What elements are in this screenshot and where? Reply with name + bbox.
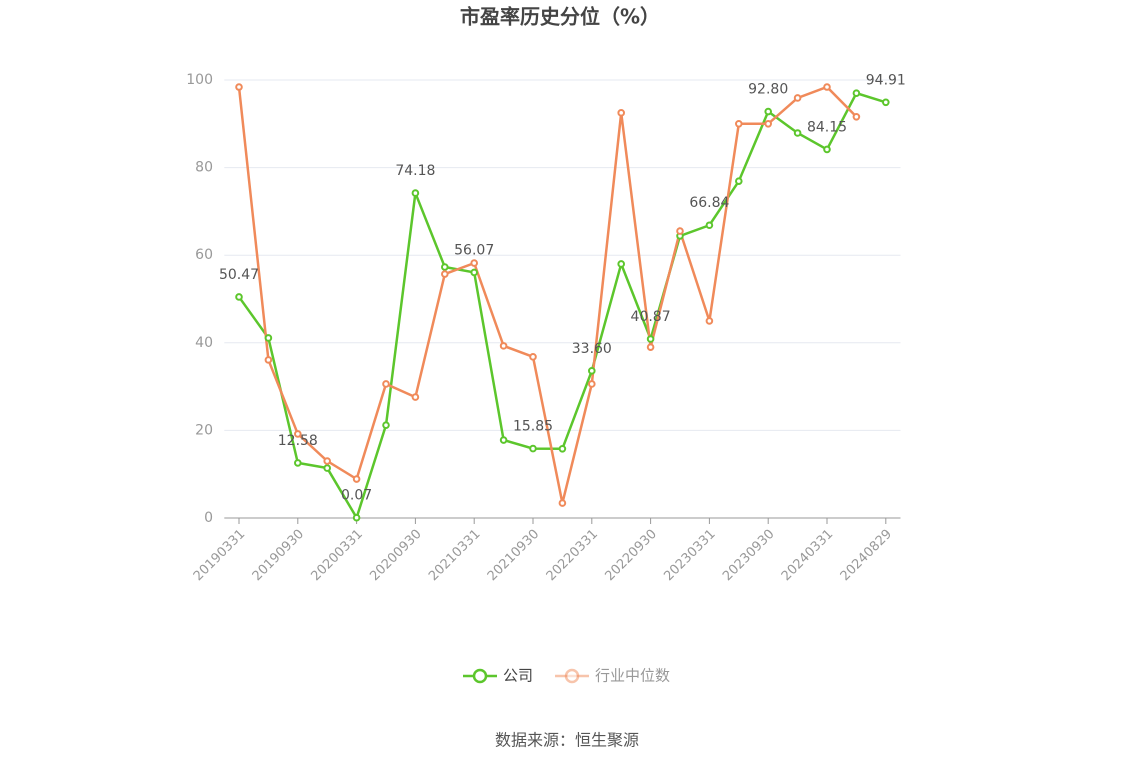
point: [705, 317, 714, 325]
y-tick-label: 40: [195, 335, 213, 351]
point: [352, 475, 361, 483]
y-tick-label: 80: [195, 160, 213, 176]
x-tick-label: 20190930: [250, 527, 307, 584]
x-tick-label: 20240829: [838, 527, 895, 584]
data-label: 74.18: [395, 163, 435, 179]
point: [323, 457, 332, 465]
x-tick-label: 20200930: [367, 527, 424, 584]
x-tick-label: 20200331: [309, 527, 366, 584]
point: [588, 367, 596, 375]
point: [735, 177, 743, 185]
legend-marker: [472, 668, 488, 684]
data-label: 94.91: [866, 72, 906, 88]
data-label: 33.60: [572, 341, 612, 357]
point: [852, 89, 861, 97]
y-tick-label: 20: [195, 422, 213, 438]
data-label: 15.85: [513, 419, 553, 435]
data-label: 66.84: [689, 195, 729, 211]
x-tick-label: 20230331: [661, 527, 718, 584]
point: [793, 94, 802, 102]
point: [499, 436, 508, 444]
point: [529, 444, 537, 453]
point: [646, 335, 655, 343]
legend-marker: [564, 668, 580, 684]
legend-label: 行业中位数: [595, 667, 670, 685]
point: [588, 380, 596, 388]
point: [235, 83, 243, 91]
data-label: 0.07: [341, 488, 372, 504]
point: [558, 444, 567, 453]
point: [441, 270, 449, 278]
point: [705, 221, 714, 230]
series-line: [237, 91, 887, 521]
point: [529, 353, 537, 361]
data-label: 92.80: [748, 82, 788, 98]
series-line: [237, 85, 858, 504]
point: [382, 421, 390, 429]
point: [323, 464, 332, 472]
x-tick-label: 20230930: [720, 527, 777, 584]
y-tick-label: 60: [195, 247, 213, 263]
y-tick-label: 0: [204, 510, 213, 526]
point: [676, 227, 684, 235]
point: [823, 83, 831, 91]
point: [764, 107, 773, 116]
point: [441, 263, 449, 271]
x-tick-label: 20240331: [779, 527, 836, 584]
chart-title: 市盈率历史分位（%）: [460, 5, 660, 29]
point: [735, 120, 743, 128]
point: [793, 129, 802, 137]
point: [294, 459, 302, 467]
source: 数据来源：恒生聚源: [495, 731, 639, 750]
point: [764, 120, 773, 128]
point: [470, 259, 479, 267]
data-label: 12.58: [278, 433, 318, 449]
data-label: 56.07: [454, 242, 494, 258]
point: [382, 380, 390, 388]
x-tick-label: 20190331: [191, 527, 248, 584]
point: [411, 189, 420, 197]
point: [294, 430, 302, 438]
x-tick-label: 20220930: [603, 527, 660, 584]
point: [852, 112, 861, 121]
point: [352, 513, 361, 522]
x-tick-label: 20220331: [544, 527, 601, 584]
point: [646, 343, 655, 351]
point: [882, 98, 890, 107]
point: [823, 145, 831, 154]
point: [411, 393, 420, 401]
y-tick-label: 100: [186, 72, 213, 88]
point: [499, 342, 508, 350]
data-label: 40.87: [631, 309, 671, 325]
data-label: 84.15: [807, 119, 847, 135]
legend-label: 公司: [503, 667, 533, 685]
point: [617, 109, 626, 117]
point: [617, 260, 626, 268]
data-label: 50.47: [219, 267, 259, 283]
point: [264, 334, 273, 342]
point: [264, 356, 273, 364]
point: [470, 268, 479, 277]
point: [235, 293, 243, 301]
point: [558, 499, 567, 507]
x-tick-label: 20210930: [485, 527, 542, 584]
x-tick-label: 20210331: [426, 527, 483, 584]
